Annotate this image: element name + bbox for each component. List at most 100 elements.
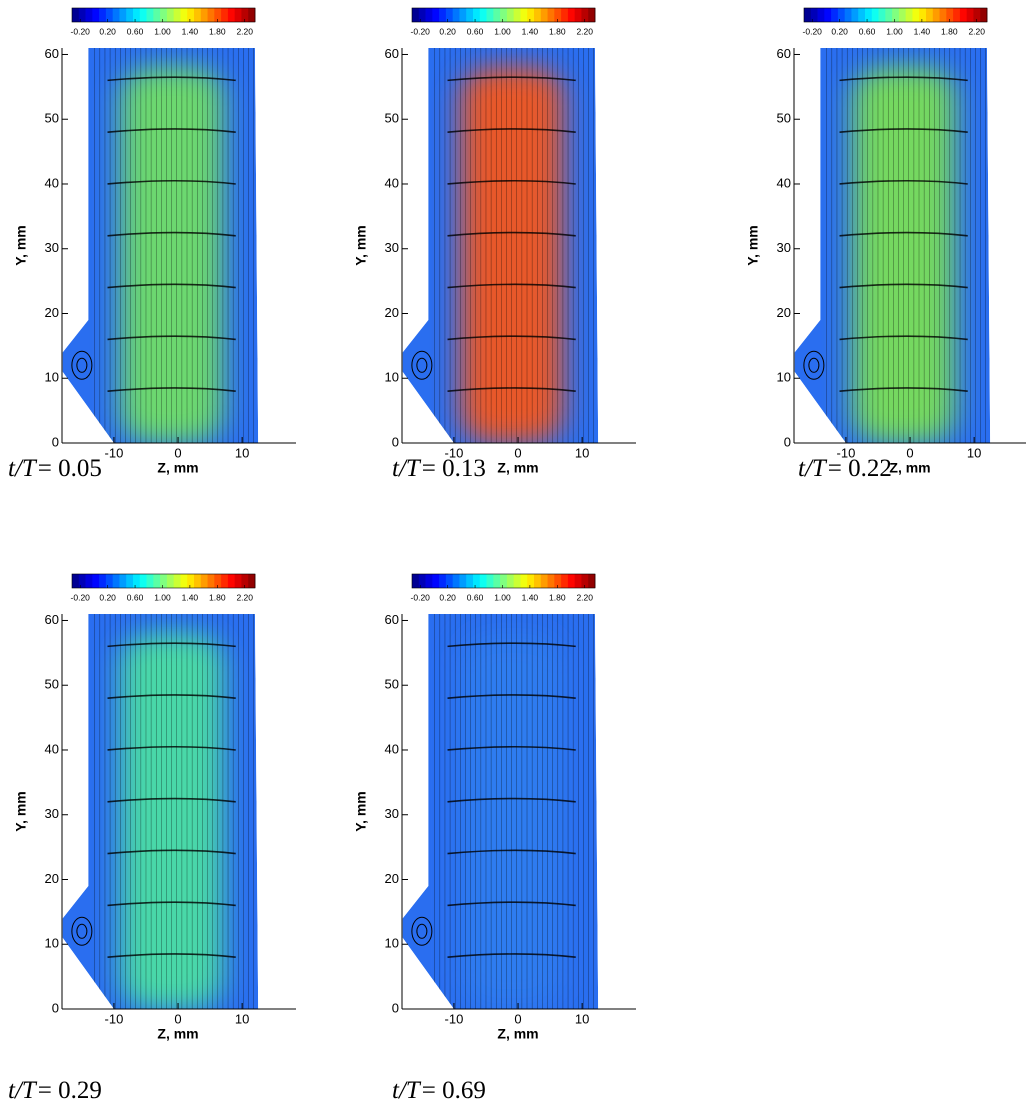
colorbar-frame: [803, 7, 988, 23]
colorbar-cell: [581, 8, 589, 22]
colorbar-frame: [71, 573, 256, 589]
colorbar-cell: [78, 8, 86, 22]
colorbar-cell: [126, 8, 134, 22]
y-tick-label: 30: [385, 240, 399, 255]
colorbar-frame: [411, 573, 596, 589]
y-tick-label: 20: [385, 305, 399, 320]
colorbar-cell: [112, 574, 120, 588]
colorbar-cell: [85, 574, 93, 588]
colorbar-tick-label: 2.20: [236, 26, 253, 36]
y-tick-label: 20: [45, 871, 59, 886]
streamline: [839, 283, 968, 289]
streamline: [447, 335, 576, 341]
caption: t/T= 0.13: [392, 455, 486, 482]
caption-variable: t/T: [798, 455, 828, 482]
colorbar-cell: [160, 574, 168, 588]
colorbar-tick-label: 1.00: [154, 592, 171, 602]
y-tick-label: 40: [45, 175, 59, 190]
colorbar-cell: [439, 574, 447, 588]
colorbar-cell: [194, 574, 202, 588]
colorbar-cell: [959, 8, 968, 22]
colorbar-cell: [166, 574, 175, 588]
colorbar-cell: [139, 8, 147, 22]
y-tick-label: 50: [385, 111, 399, 126]
x-tick-label: 10: [235, 1011, 249, 1026]
streamline: [107, 231, 236, 237]
streamline: [839, 128, 968, 133]
x-axis-label: Z, mm: [157, 1026, 198, 1042]
vortex: [76, 923, 88, 939]
x-tick-label: 0: [174, 445, 181, 460]
colorbar-cell: [241, 8, 249, 22]
colorbar-tick-label: 0.20: [831, 26, 848, 36]
colorbar-cell: [567, 574, 576, 588]
colorbar-tick-label: 1.00: [494, 26, 511, 36]
field: [62, 48, 259, 443]
caption: t/T= 0.69: [392, 1077, 486, 1104]
colorbar-cell: [953, 8, 961, 22]
streamline: [839, 231, 968, 237]
streamline: [107, 283, 236, 289]
y-tick-label: 60: [45, 46, 59, 61]
colorbar-cell: [418, 8, 426, 22]
caption-value: = 0.29: [38, 1077, 102, 1104]
colorbar-cell: [153, 8, 161, 22]
streamline: [107, 335, 236, 341]
x-tick-label: 10: [967, 445, 981, 460]
streamline: [107, 128, 236, 133]
streamline: [447, 179, 576, 185]
colorbar-cell: [234, 574, 242, 588]
colorbar-cell: [227, 8, 236, 22]
x-tick-label: 0: [514, 1011, 521, 1026]
vortex: [76, 357, 88, 373]
y-tick-label: 40: [385, 741, 399, 756]
colorbar-tick-label: 1.00: [886, 26, 903, 36]
colorbar-cell: [418, 574, 426, 588]
y-tick-label: 60: [385, 46, 399, 61]
colorbar-cell: [248, 8, 256, 22]
colorbar-cell: [180, 8, 188, 22]
x-tick-label: 0: [174, 1011, 181, 1026]
x-axis-label: Z, mm: [497, 1026, 538, 1042]
colorbar-cell: [520, 574, 528, 588]
colorbar-tick-label: 1.80: [549, 26, 566, 36]
colorbar-cell: [520, 8, 528, 22]
panel: -0.20 0.20 0.60 1.00 1.40 1.80 2.20 0 10 20 30 40 50…: [353, 7, 636, 482]
vortex: [808, 357, 820, 373]
colorbar-cell: [837, 8, 846, 22]
colorbar-tick-label: 2.20: [236, 592, 253, 602]
colorbar-cell: [479, 574, 487, 588]
colorbar-cell: [534, 574, 542, 588]
colorbar-cell: [466, 8, 474, 22]
colorbar-cell: [898, 8, 907, 22]
colorbar-cell: [173, 574, 181, 588]
colorbar-tick-label: 1.00: [494, 592, 511, 602]
y-tick-label: 10: [777, 370, 791, 385]
streamline: [107, 745, 236, 751]
colorbar-tick-label: 0.60: [127, 26, 144, 36]
colorbar-cell: [105, 8, 114, 22]
y-axis-label: Y, mm: [13, 791, 29, 831]
vortex: [71, 916, 93, 946]
colorbar-cell: [540, 8, 548, 22]
colorbar-tick-label: -0.20: [71, 592, 91, 602]
colorbar-cell: [547, 8, 555, 22]
y-tick-label: 20: [45, 305, 59, 320]
panel: -0.20 0.20 0.60 1.00 1.40 1.80 2.20 0 10 20 30 40 50…: [8, 7, 296, 482]
y-axis-label: Y, mm: [13, 225, 29, 265]
colorbar-cell: [432, 8, 440, 22]
streamline: [839, 335, 968, 341]
colorbar-tick-label: 1.80: [209, 26, 226, 36]
colorbar-cell: [227, 574, 236, 588]
caption-value: = 0.05: [38, 455, 102, 482]
x-tick-label: 10: [235, 445, 249, 460]
streamline: [107, 387, 236, 392]
y-tick-label: 50: [45, 677, 59, 692]
colorbar-cell: [105, 574, 114, 588]
colorbar-cell: [459, 574, 467, 588]
colorbar-cell: [561, 8, 569, 22]
colorbar-cell: [139, 574, 147, 588]
y-tick-label: 0: [52, 434, 59, 449]
streamline: [447, 128, 576, 133]
colorbar-tick-label: 0.20: [99, 26, 116, 36]
